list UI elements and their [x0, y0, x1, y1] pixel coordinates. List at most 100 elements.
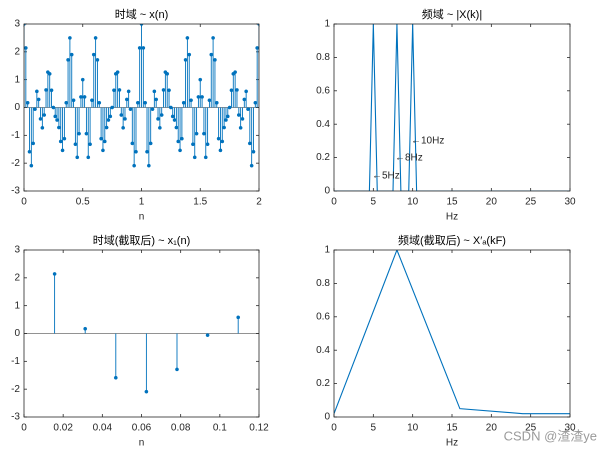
stem-marker — [27, 149, 32, 154]
stem-marker — [178, 148, 182, 153]
x-tick-label: 0 — [331, 423, 337, 434]
stem-marker — [192, 155, 197, 160]
y-tick-label: 2 — [14, 272, 20, 283]
x-tick-label: 0 — [331, 197, 337, 208]
x-tick-label: 1.5 — [193, 197, 207, 208]
stem-marker — [110, 105, 114, 110]
stem-marker — [172, 118, 177, 122]
x-axis-label: Hz — [446, 212, 458, 223]
stem-marker — [205, 142, 210, 147]
x-tick-label: 2 — [256, 197, 262, 208]
stem-marker — [144, 389, 149, 394]
stem-marker — [40, 125, 45, 130]
x-tick-label: 0.5 — [76, 197, 90, 208]
x-axis-label: n — [139, 212, 145, 223]
plot-area — [334, 24, 570, 191]
axes-frame — [23, 23, 260, 192]
stem-marker — [137, 46, 142, 50]
stem-marker — [170, 114, 175, 119]
y-tick-label: -3 — [11, 412, 20, 423]
stem-marker — [247, 141, 252, 146]
stem-marker — [55, 118, 59, 122]
stem-marker — [58, 139, 63, 144]
stem-marker — [174, 125, 179, 130]
stem-marker — [161, 88, 166, 92]
stem-marker — [83, 326, 88, 331]
stem-marker — [196, 95, 201, 99]
stem-marker — [150, 107, 155, 112]
stem-marker — [36, 97, 41, 102]
y-tick-label: -1 — [11, 356, 20, 367]
stem-marker — [176, 139, 181, 144]
stem-marker — [97, 100, 102, 105]
stem-marker — [242, 97, 247, 102]
y-tick-label: 1 — [324, 19, 330, 30]
chart-title: 频域 ~ |X(k)| — [422, 7, 482, 21]
stem-marker — [202, 131, 206, 136]
stem-marker — [90, 98, 94, 103]
stem-marker — [233, 70, 237, 75]
stem-marker — [33, 107, 37, 112]
stem-marker — [194, 131, 199, 136]
stem-marker — [181, 100, 186, 105]
stem-marker — [141, 46, 146, 50]
stem-marker — [148, 141, 153, 146]
y-tick-label: 0.8 — [316, 52, 330, 63]
x-tick-label: 20 — [486, 423, 498, 434]
stem-marker — [104, 125, 109, 130]
stem-marker — [255, 46, 259, 50]
x-tick-label: 0.04 — [93, 423, 113, 434]
stem-marker — [249, 163, 254, 168]
annotation: ←8Hz — [395, 153, 423, 164]
plot-area — [24, 272, 259, 394]
y-tick-label: -2 — [11, 158, 20, 169]
stem-marker — [187, 52, 192, 57]
y-tick-label: 1 — [324, 245, 330, 256]
stem-marker — [209, 52, 214, 57]
stem-marker — [159, 113, 164, 117]
stem-marker — [62, 136, 67, 141]
stem-marker — [93, 36, 98, 40]
stem-marker — [121, 125, 125, 130]
stem-marker — [200, 95, 204, 99]
x-tick-label: 15 — [446, 423, 458, 434]
stem-marker — [207, 98, 212, 103]
annotation: ←5Hz — [372, 171, 400, 182]
stem-marker — [60, 148, 65, 153]
plot-area — [334, 250, 570, 415]
x-tick-label: 30 — [564, 423, 576, 434]
stem-marker — [240, 117, 245, 121]
x-tick-label: 0.06 — [132, 423, 152, 434]
stem-marker — [165, 71, 170, 76]
stem-marker — [251, 149, 256, 154]
stem-marker — [99, 136, 103, 141]
stem-marker — [102, 139, 107, 144]
y-tick-label: -1 — [11, 130, 20, 141]
stem-marker — [222, 125, 226, 130]
stem-marker — [24, 46, 28, 50]
stem-marker — [211, 36, 215, 40]
stem-marker — [71, 98, 76, 103]
stem-marker — [117, 88, 122, 92]
stem-marker — [238, 125, 243, 130]
stem-marker — [88, 142, 92, 147]
stem-marker — [227, 105, 232, 110]
y-tick-label: -3 — [11, 186, 20, 197]
axes-frame — [333, 249, 571, 418]
x-tick-label: 0.02 — [53, 423, 73, 434]
stem-marker — [35, 89, 39, 94]
stem-marker — [145, 149, 149, 154]
stem-marker — [229, 88, 234, 93]
y-tick-label: 0.2 — [316, 152, 330, 163]
stem-marker — [143, 100, 148, 105]
stem-marker — [203, 155, 208, 160]
y-tick-label: 0.6 — [316, 85, 330, 96]
y-tick-label: 1 — [14, 300, 20, 311]
stem-marker — [146, 163, 151, 168]
stem-marker — [246, 107, 250, 112]
stem-marker — [236, 315, 241, 320]
x-tick-label: 15 — [446, 197, 458, 208]
stem-marker — [112, 88, 116, 93]
stem-marker — [205, 333, 210, 338]
x-tick-label: 0.12 — [249, 423, 269, 434]
